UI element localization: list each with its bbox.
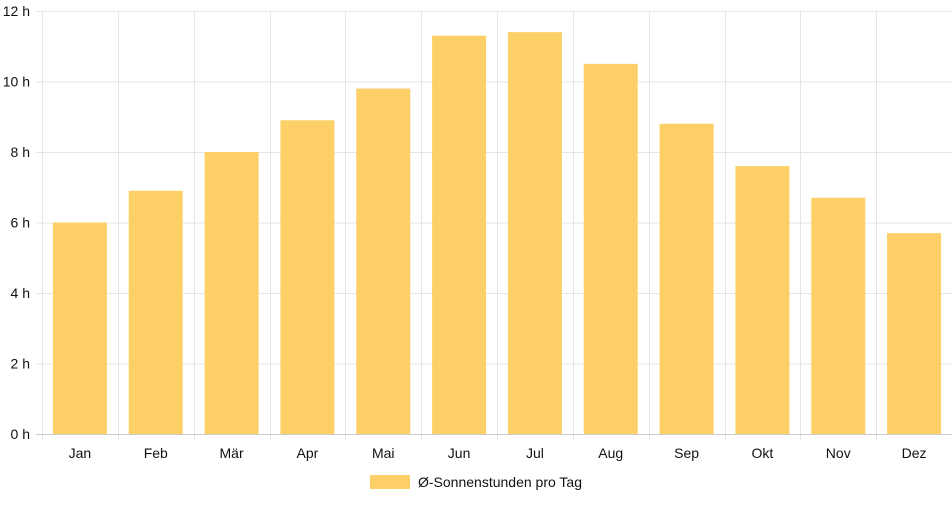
legend-label: Ø-Sonnenstunden pro Tag — [418, 474, 582, 490]
legend-swatch — [370, 475, 410, 489]
bar-Feb[interactable] — [128, 190, 183, 434]
y-tick-label: 4 h — [11, 285, 30, 301]
y-tick-label: 12 h — [3, 3, 30, 19]
x-tick-label: Mär — [220, 445, 244, 461]
x-tick-label: Mai — [372, 445, 395, 461]
x-axis-ticks: Jan Feb Mär Apr Mai Jun Jul Aug Sep Okt Nov Dez — [69, 445, 927, 461]
y-tick-label: 2 h — [11, 356, 30, 372]
y-tick-label: 6 h — [11, 215, 30, 231]
x-tick-label: Dez — [902, 445, 927, 461]
bar-Jan[interactable] — [52, 222, 107, 435]
bar-Jul[interactable] — [507, 32, 562, 435]
x-tick-label: Jun — [448, 445, 471, 461]
bar-Mär[interactable] — [204, 152, 259, 434]
bars — [52, 32, 942, 435]
y-tick-label: 0 h — [11, 426, 30, 442]
bar-Sep[interactable] — [659, 123, 714, 435]
x-tick-label: Sep — [674, 445, 699, 461]
bar-Apr[interactable] — [280, 120, 335, 435]
bar-Jun[interactable] — [432, 35, 487, 435]
bar-Okt[interactable] — [735, 166, 790, 434]
bar-Mai[interactable] — [356, 88, 411, 435]
x-tick-label: Aug — [598, 445, 623, 461]
x-tick-label: Okt — [752, 445, 774, 461]
x-tick-label: Jul — [526, 445, 544, 461]
legend[interactable]: Ø-Sonnenstunden pro Tag — [370, 474, 582, 490]
y-axis-ticks: 0 h 2 h 4 h 6 h 8 h 10 h 12 h — [3, 3, 30, 442]
bar-Nov[interactable] — [811, 197, 866, 434]
y-tick-label: 10 h — [3, 74, 30, 90]
bar-Dez[interactable] — [887, 233, 942, 434]
x-tick-label: Jan — [69, 445, 92, 461]
x-tick-label: Feb — [144, 445, 168, 461]
x-tick-label: Apr — [297, 445, 319, 461]
y-tick-label: 8 h — [11, 144, 30, 160]
grid — [36, 11, 952, 440]
bar-Aug[interactable] — [583, 63, 638, 434]
x-tick-label: Nov — [826, 445, 851, 461]
